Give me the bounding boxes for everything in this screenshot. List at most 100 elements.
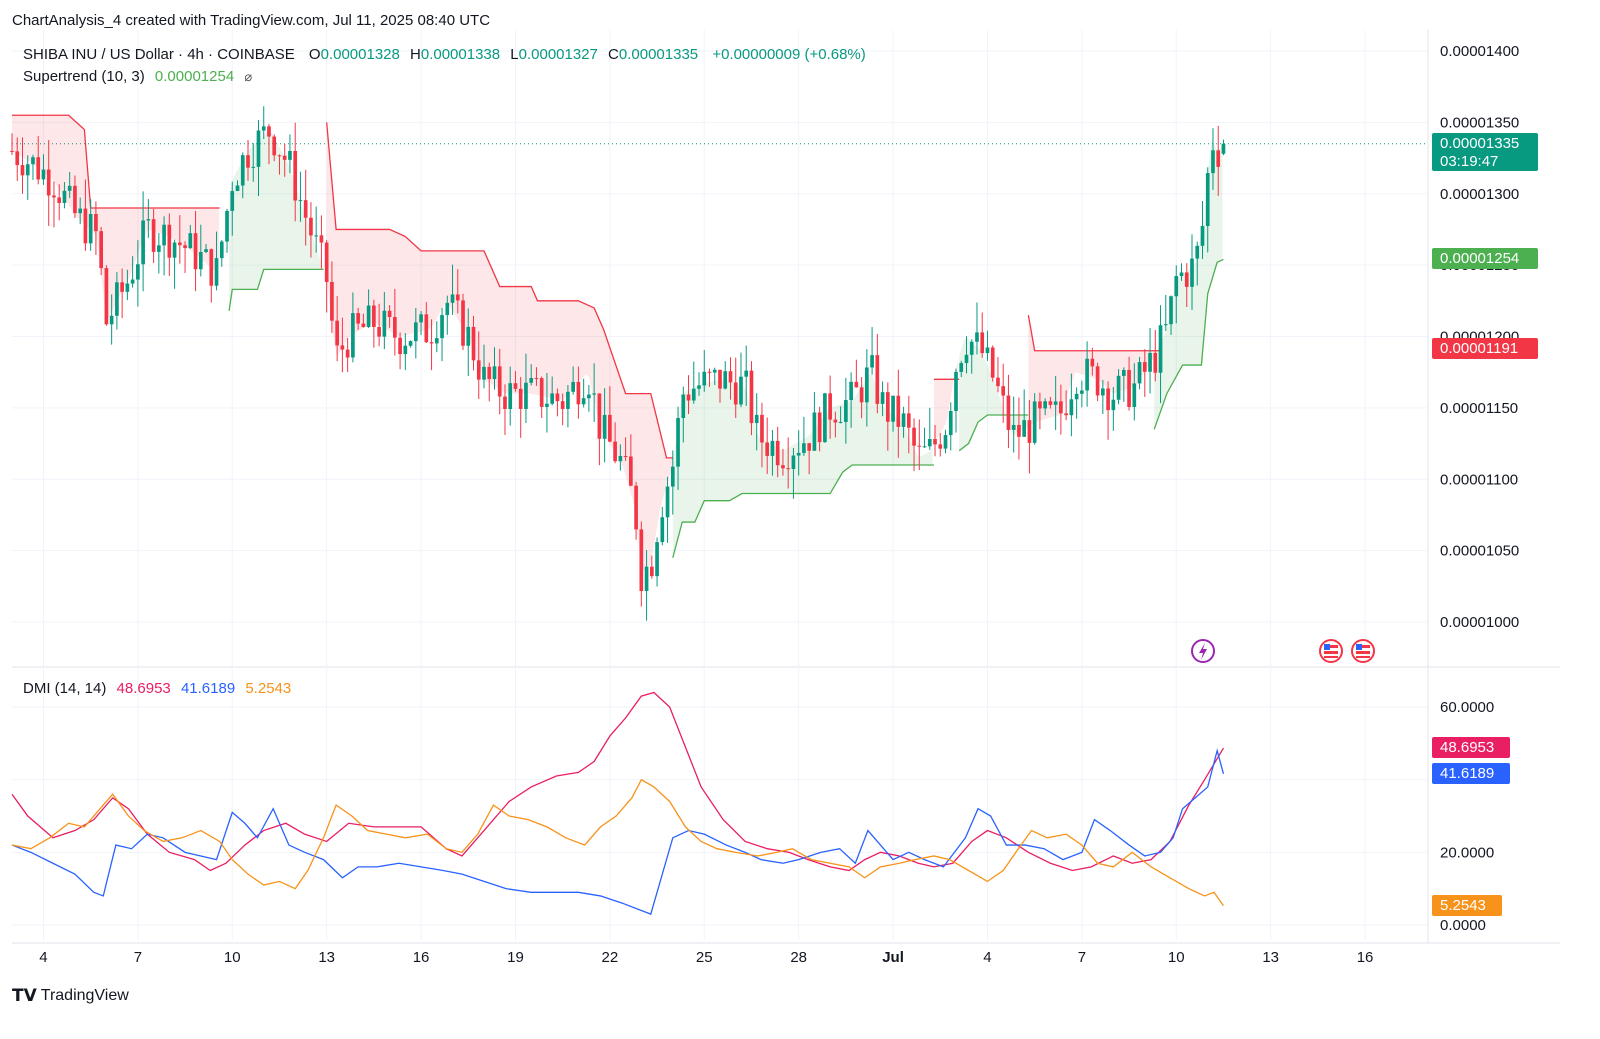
supertrend-legend: Supertrend (10, 3) 0.00001254 ⌀ bbox=[23, 68, 252, 85]
candle-down bbox=[875, 355, 880, 404]
candle-up bbox=[198, 252, 203, 270]
hidden-eye-icon[interactable]: ⌀ bbox=[244, 69, 253, 84]
candle-up bbox=[948, 411, 953, 436]
candle-up bbox=[618, 455, 623, 462]
candle-down bbox=[1064, 413, 1068, 416]
candle-down bbox=[1027, 420, 1032, 443]
supertrend-down-fill bbox=[326, 122, 673, 573]
candle-down bbox=[1184, 272, 1189, 287]
candle-up bbox=[602, 414, 607, 439]
price-tick-label: 0.00001300 bbox=[1440, 186, 1519, 203]
time-tick-label: 13 bbox=[318, 949, 335, 966]
candle-up bbox=[770, 440, 775, 456]
candle-up bbox=[450, 294, 455, 303]
candle-up bbox=[1169, 296, 1173, 325]
time-tick-label: 28 bbox=[790, 949, 807, 966]
supertrend-up-fill bbox=[229, 131, 321, 311]
candle-up bbox=[225, 210, 229, 242]
supertrend-up-line bbox=[228, 268, 324, 311]
candle-down bbox=[1038, 401, 1042, 409]
dmi-tick-label: 0.0000 bbox=[1440, 917, 1486, 934]
candle-up bbox=[744, 370, 749, 377]
candle-down bbox=[424, 314, 429, 343]
candle-up bbox=[954, 371, 958, 412]
candle-down bbox=[1095, 366, 1100, 396]
supertrend-down-fill bbox=[933, 360, 958, 445]
grid bbox=[12, 30, 1560, 944]
candle-up bbox=[1111, 399, 1116, 411]
candle-down bbox=[885, 392, 890, 422]
candle-down bbox=[980, 332, 985, 354]
dmi-minus-value: 5.2543 bbox=[245, 680, 292, 697]
candle-down bbox=[707, 371, 712, 373]
dmi-adx-line bbox=[11, 691, 1225, 872]
candle-down bbox=[728, 371, 733, 383]
candle-down bbox=[859, 387, 864, 403]
supertrend-badge: 0.00001254 bbox=[1432, 248, 1538, 269]
dmi-plus-value: 41.6189 bbox=[180, 680, 236, 697]
tradingview-logo[interactable]: 𝗧𝗩 TradingView bbox=[12, 986, 129, 1006]
candle-up bbox=[697, 385, 701, 389]
candle-down bbox=[765, 442, 770, 456]
candle-down bbox=[356, 313, 360, 324]
candle-up bbox=[1043, 401, 1047, 409]
candle-up bbox=[162, 224, 166, 246]
candle-down bbox=[372, 305, 376, 327]
candle-down bbox=[996, 377, 1000, 387]
candle-up bbox=[1121, 369, 1126, 376]
candle-down bbox=[623, 455, 628, 457]
candle-up bbox=[1053, 401, 1058, 405]
candle-up bbox=[1211, 150, 1215, 174]
candle-up bbox=[1174, 275, 1179, 297]
time-tick-label: 25 bbox=[696, 949, 713, 966]
candle-down bbox=[361, 323, 366, 327]
candle-down bbox=[760, 414, 764, 443]
supertrend-label[interactable]: Supertrend (10, 3) bbox=[23, 68, 145, 85]
candle-down bbox=[1127, 369, 1131, 407]
candle-down bbox=[1001, 386, 1006, 396]
candle-down bbox=[36, 157, 41, 180]
us-flag-icon[interactable] bbox=[1319, 639, 1343, 663]
candle-up bbox=[844, 400, 848, 422]
candle-down bbox=[319, 235, 324, 243]
symbol-legend: SHIBA INU / US Dollar · 4h · COINBASE O0… bbox=[23, 46, 866, 63]
candle-up bbox=[1148, 352, 1152, 372]
candle-up bbox=[408, 341, 413, 346]
candle-down bbox=[324, 242, 329, 282]
candle-up bbox=[1032, 401, 1037, 443]
candle-down bbox=[377, 326, 381, 337]
symbol-title[interactable]: SHIBA INU / US Dollar · 4h · COINBASE bbox=[23, 46, 295, 63]
time-tick-label: 4 bbox=[39, 949, 47, 966]
dmi-lines bbox=[11, 691, 1225, 915]
candle-down bbox=[629, 456, 633, 486]
dmi-tick-label: 60.0000 bbox=[1440, 699, 1494, 716]
candle-up bbox=[125, 283, 130, 292]
candle-down bbox=[912, 427, 916, 446]
dmi-label[interactable]: DMI (14, 14) bbox=[23, 680, 107, 697]
candle-down bbox=[183, 245, 187, 249]
candle-up bbox=[922, 446, 927, 448]
candle-up bbox=[865, 367, 869, 403]
candle-down bbox=[497, 366, 502, 397]
us-flag-icon[interactable] bbox=[1351, 639, 1375, 663]
candle-up bbox=[1085, 358, 1089, 391]
candle-up bbox=[403, 345, 408, 355]
low-label: L bbox=[510, 46, 519, 63]
candle-up bbox=[754, 414, 759, 424]
candle-up bbox=[927, 438, 932, 447]
candle-down bbox=[272, 136, 277, 156]
candle-up bbox=[115, 282, 119, 316]
candle-up bbox=[445, 302, 450, 316]
supertrend-up-fill bbox=[959, 337, 1028, 451]
open-value: 0.00001328 bbox=[320, 46, 400, 63]
candle-down bbox=[1006, 395, 1011, 430]
candle-up bbox=[681, 394, 686, 418]
candle-down bbox=[513, 383, 518, 389]
candle-down bbox=[1090, 358, 1095, 367]
candle-up bbox=[146, 219, 151, 221]
lightning-icon[interactable] bbox=[1191, 639, 1215, 663]
time-tick-label: 22 bbox=[602, 949, 619, 966]
candle-up bbox=[670, 466, 675, 487]
candle-down bbox=[246, 155, 250, 168]
